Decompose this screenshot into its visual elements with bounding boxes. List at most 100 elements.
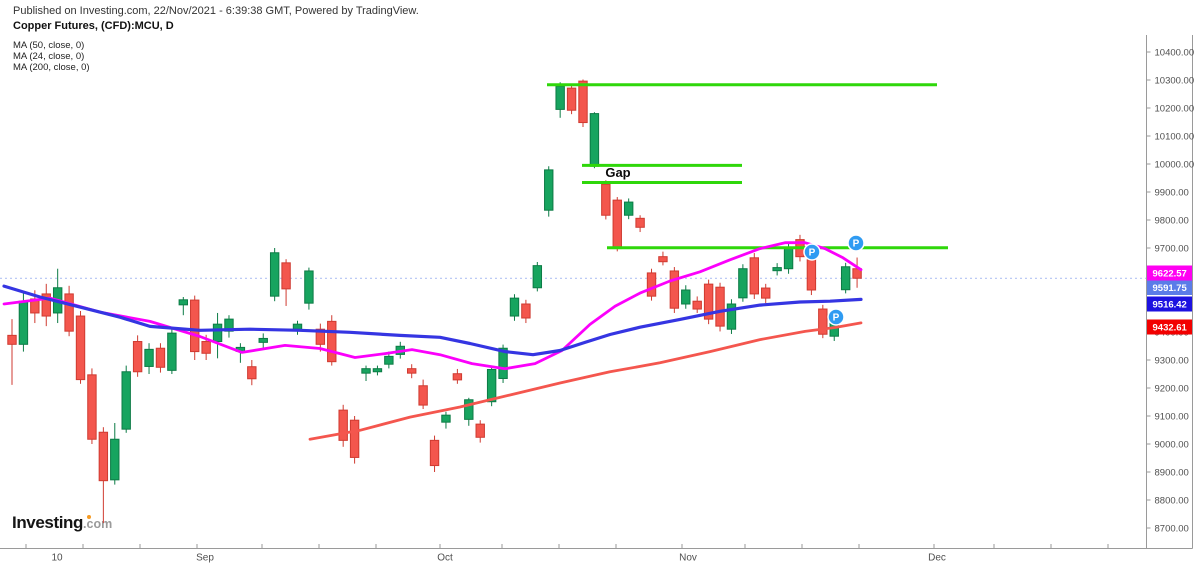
gap-label[interactable]: Gap [605, 165, 630, 180]
ma-legend-200: MA (200, close, 0) [13, 62, 90, 73]
svg-text:9591.75: 9591.75 [1153, 283, 1188, 294]
y-tick-label: 9200.00 [1155, 384, 1189, 395]
ma-line-ma-50 [2, 284, 863, 357]
candlestick [75, 311, 86, 384]
ma-price-label-ma-200: 9432.61 [1147, 319, 1192, 335]
candlestick [738, 264, 748, 302]
candlestick [212, 312, 223, 359]
candlestick [669, 267, 680, 313]
ma-price-label-ma-24: 9622.57 [1147, 265, 1192, 281]
position-marker[interactable]: P [847, 234, 865, 252]
y-tick-label: 8700.00 [1155, 524, 1189, 535]
candlestick [772, 263, 782, 276]
x-axis-label: 10 [51, 553, 63, 564]
candlestick [349, 416, 360, 464]
y-tick-label: 10300.00 [1155, 76, 1195, 87]
candlestick [110, 423, 120, 485]
candlestick [52, 268, 63, 324]
candlestick [544, 166, 554, 217]
candlestick [452, 368, 463, 384]
svg-text:P: P [833, 313, 840, 324]
candlestick [646, 268, 657, 301]
candlestick [304, 267, 314, 310]
instrument-title: Copper Futures, (CFD):MCU, D [13, 20, 174, 32]
y-tick-label: 9800.00 [1155, 216, 1189, 227]
candlestick [155, 343, 166, 373]
candlestick [612, 197, 622, 252]
x-axis-label: Dec [928, 553, 946, 564]
candlestick [64, 285, 74, 337]
candlestick [41, 283, 51, 327]
candlestick [692, 296, 702, 313]
candlestick [703, 279, 714, 325]
candlestick [281, 259, 291, 306]
svg-text:P: P [809, 248, 816, 259]
svg-text:9516.42: 9516.42 [1153, 300, 1187, 311]
svg-text:9622.57: 9622.57 [1153, 269, 1187, 280]
axes [0, 35, 1193, 549]
candlestick [761, 283, 771, 304]
candlestick [818, 304, 828, 339]
candlestick [144, 343, 154, 374]
candlestick [601, 180, 611, 220]
candlestick [681, 285, 691, 309]
candlestick [338, 404, 348, 447]
y-tick-label: 9300.00 [1155, 356, 1189, 367]
y-tick-label: 10100.00 [1155, 132, 1195, 143]
candlestick [715, 282, 725, 332]
candlestick [361, 365, 371, 381]
time-scale[interactable]: 10 Sep Oct Nov Dec [25, 544, 1109, 564]
candlestick [315, 323, 326, 352]
x-axis-label: Nov [679, 553, 697, 564]
candlestick [840, 262, 851, 294]
candlestick [132, 335, 143, 377]
chart-header: Published on Investing.com, 22/Nov/2021 … [13, 5, 419, 32]
candlestick [658, 251, 668, 266]
logo-orange-dot-icon [87, 515, 91, 519]
candlestick [464, 397, 474, 426]
logo-text: Investing [12, 513, 84, 532]
svg-text:9432.61: 9432.61 [1153, 323, 1188, 334]
candlestick [327, 315, 337, 366]
investing-logo: Investing .com [12, 513, 112, 533]
logo-suffix: .com [83, 517, 113, 531]
candlestick [578, 79, 588, 128]
ma-price-label-ma-50: 9516.42 [1147, 296, 1192, 312]
y-tick-label: 10200.00 [1155, 104, 1195, 115]
candlestick [521, 299, 531, 324]
x-axis-label: Oct [437, 553, 453, 564]
candlestick [566, 83, 577, 115]
ma-legend-24: MA (24, close, 0) [13, 51, 85, 62]
published-line: Published on Investing.com, 22/Nov/2021 … [13, 5, 419, 17]
position-marker[interactable]: P [803, 243, 821, 261]
candlestick [635, 215, 645, 233]
candlestick [475, 420, 485, 443]
candlestick [555, 82, 565, 118]
candlestick [852, 257, 862, 288]
candlestick [429, 435, 440, 472]
candlestick [532, 262, 543, 292]
y-tick-label: 8900.00 [1155, 468, 1189, 479]
last-price-label: 9591.75 [1147, 280, 1192, 295]
candlestick [407, 364, 417, 379]
candlestick [87, 368, 97, 444]
candlestick [509, 294, 520, 321]
y-tick-label: 8800.00 [1155, 496, 1189, 507]
y-tick-label: 9900.00 [1155, 188, 1189, 199]
candlestick [623, 198, 634, 220]
candlestick [190, 295, 200, 360]
ma-line-ma-200 [308, 321, 863, 441]
y-tick-label: 9000.00 [1155, 440, 1189, 451]
candlestick [589, 112, 600, 169]
candlestick [749, 253, 759, 299]
candlestick [258, 333, 268, 349]
position-marker[interactable]: P [827, 308, 845, 326]
candlestick [247, 360, 257, 386]
candlestick [98, 427, 109, 523]
candlestick [806, 255, 817, 296]
candlestick [418, 379, 428, 409]
svg-text:P: P [853, 239, 860, 250]
candles-layer [7, 79, 862, 523]
candlestick [726, 299, 737, 334]
